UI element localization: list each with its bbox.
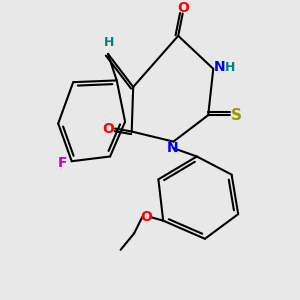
Text: F: F: [58, 156, 68, 170]
Text: O: O: [140, 210, 152, 224]
Text: H: H: [104, 36, 115, 49]
Text: H: H: [225, 61, 235, 74]
Text: O: O: [177, 1, 189, 15]
Text: S: S: [231, 108, 242, 123]
Text: O: O: [102, 122, 114, 136]
Text: N: N: [167, 141, 178, 155]
Text: N: N: [214, 60, 226, 74]
